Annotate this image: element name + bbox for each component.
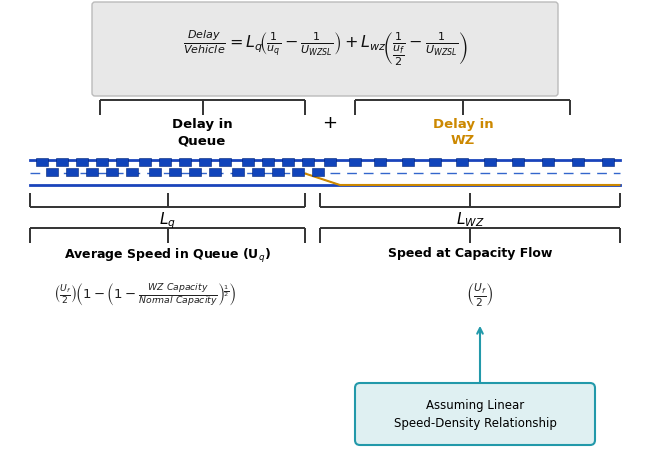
FancyBboxPatch shape bbox=[86, 168, 98, 176]
FancyBboxPatch shape bbox=[292, 168, 304, 176]
FancyBboxPatch shape bbox=[96, 158, 108, 166]
FancyBboxPatch shape bbox=[76, 158, 88, 166]
FancyBboxPatch shape bbox=[262, 158, 274, 166]
Text: Delay in
WZ: Delay in WZ bbox=[433, 118, 493, 147]
FancyBboxPatch shape bbox=[92, 2, 558, 96]
Text: Delay in
Queue: Delay in Queue bbox=[172, 118, 232, 147]
FancyBboxPatch shape bbox=[169, 168, 181, 176]
FancyBboxPatch shape bbox=[179, 158, 191, 166]
FancyBboxPatch shape bbox=[189, 168, 201, 176]
FancyBboxPatch shape bbox=[46, 168, 58, 176]
FancyBboxPatch shape bbox=[302, 158, 314, 166]
FancyBboxPatch shape bbox=[602, 158, 614, 166]
FancyBboxPatch shape bbox=[106, 168, 118, 176]
FancyBboxPatch shape bbox=[252, 168, 264, 176]
Text: $L_q$: $L_q$ bbox=[159, 210, 176, 231]
FancyBboxPatch shape bbox=[36, 158, 48, 166]
Text: Average Speed in Queue (U$_q$): Average Speed in Queue (U$_q$) bbox=[64, 247, 270, 265]
FancyBboxPatch shape bbox=[349, 158, 361, 166]
FancyBboxPatch shape bbox=[355, 383, 595, 445]
FancyBboxPatch shape bbox=[282, 158, 294, 166]
Text: Speed at Capacity Flow: Speed at Capacity Flow bbox=[388, 247, 552, 260]
FancyBboxPatch shape bbox=[402, 158, 414, 166]
FancyBboxPatch shape bbox=[149, 168, 161, 176]
FancyBboxPatch shape bbox=[199, 158, 211, 166]
FancyBboxPatch shape bbox=[456, 158, 468, 166]
FancyBboxPatch shape bbox=[56, 158, 68, 166]
Text: $\frac{\mathit{Delay}}{\mathit{Vehicle}} = L_q\!\left(\frac{1}{u_q} - \frac{1}{U: $\frac{\mathit{Delay}}{\mathit{Vehicle}}… bbox=[183, 28, 467, 68]
FancyBboxPatch shape bbox=[272, 168, 284, 176]
FancyBboxPatch shape bbox=[429, 158, 441, 166]
Polygon shape bbox=[305, 173, 620, 185]
FancyBboxPatch shape bbox=[312, 168, 324, 176]
FancyBboxPatch shape bbox=[126, 168, 138, 176]
FancyBboxPatch shape bbox=[242, 158, 254, 166]
FancyBboxPatch shape bbox=[116, 158, 128, 166]
Text: $L_{WZ}$: $L_{WZ}$ bbox=[456, 210, 484, 229]
FancyBboxPatch shape bbox=[139, 158, 151, 166]
Text: $\left(\frac{U_f}{2}\right)\!\left(1 - \left(1 - \frac{\mathit{WZ\ Capacity}}{\m: $\left(\frac{U_f}{2}\right)\!\left(1 - \… bbox=[53, 282, 237, 308]
FancyBboxPatch shape bbox=[512, 158, 524, 166]
FancyBboxPatch shape bbox=[66, 168, 78, 176]
FancyBboxPatch shape bbox=[209, 168, 221, 176]
FancyBboxPatch shape bbox=[324, 158, 336, 166]
FancyBboxPatch shape bbox=[219, 158, 231, 166]
Text: +: + bbox=[322, 114, 337, 132]
FancyBboxPatch shape bbox=[572, 158, 584, 166]
FancyBboxPatch shape bbox=[542, 158, 554, 166]
Text: $\left(\frac{U_f}{2}\right)$: $\left(\frac{U_f}{2}\right)$ bbox=[466, 281, 494, 309]
FancyBboxPatch shape bbox=[232, 168, 244, 176]
FancyBboxPatch shape bbox=[374, 158, 386, 166]
Text: Assuming Linear
Speed-Density Relationship: Assuming Linear Speed-Density Relationsh… bbox=[393, 398, 556, 430]
FancyBboxPatch shape bbox=[484, 158, 496, 166]
FancyBboxPatch shape bbox=[159, 158, 171, 166]
